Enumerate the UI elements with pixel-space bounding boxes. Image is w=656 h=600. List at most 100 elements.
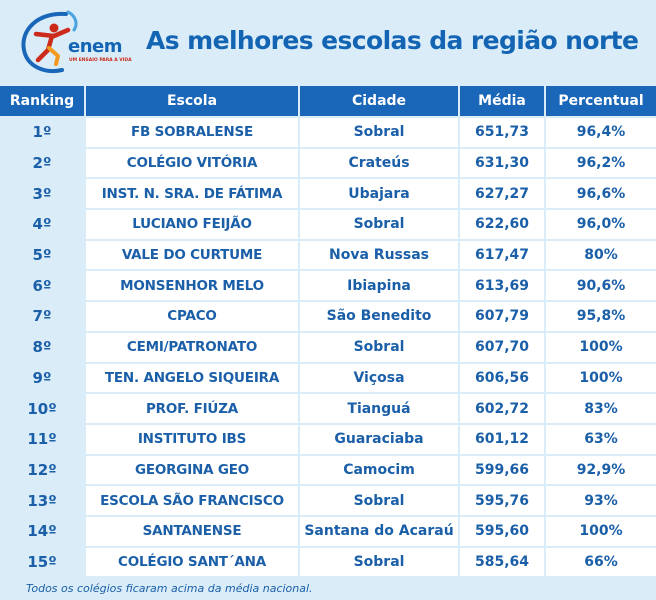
percent-cell: 95,8% [546, 300, 656, 331]
school-cell: MONSENHOR MELO [86, 269, 300, 301]
city-cell: Sobral [300, 484, 460, 515]
rank-cell: 10º [0, 392, 86, 423]
rank-cell: 9º [0, 361, 86, 393]
school-cell: SANTANENSE [86, 514, 300, 546]
table-row: 11º INSTITUTO IBS Guaraciaba 601,12 63% [0, 422, 656, 454]
rank-cell: 15º [0, 545, 86, 577]
average-cell: 607,79 [460, 300, 546, 331]
school-cell: VALE DO CURTUME [86, 238, 300, 270]
table-row: 1º FB SOBRALENSE Sobral 651,73 96,4% [0, 116, 656, 147]
average-cell: 607,70 [460, 330, 546, 362]
city-cell: Sobral [300, 545, 460, 577]
logo-tagline: UM ENSAIO PARA A VIDA [69, 58, 132, 63]
average-cell: 595,60 [460, 514, 546, 546]
city-cell: Sobral [300, 116, 460, 147]
column-header-ranking: Ranking [0, 86, 86, 116]
city-cell: Crateús [300, 146, 460, 178]
percent-cell: 92,9% [546, 453, 656, 485]
percent-cell: 100% [546, 514, 656, 546]
percent-cell: 90,6% [546, 269, 656, 301]
rank-cell: 7º [0, 300, 86, 331]
enem-logo: enem UM ENSAIO PARA A VIDA [18, 10, 132, 78]
table-row: 4º LUCIANO FEIJÃO Sobral 622,60 96,0% [0, 208, 656, 239]
school-cell: TEN. ANGELO SIQUEIRA [86, 361, 300, 393]
average-cell: 627,27 [460, 177, 546, 209]
table-row: 7º CPACO São Benedito 607,79 95,8% [0, 300, 656, 331]
table-row: 15º COLÉGIO SANT´ANA Sobral 585,64 66% [0, 545, 656, 577]
school-cell: CEMI/PATRONATO [86, 330, 300, 362]
rank-cell: 2º [0, 146, 86, 178]
table-row: 13º ESCOLA SÃO FRANCISCO Sobral 595,76 93% [0, 484, 656, 515]
average-cell: 601,12 [460, 422, 546, 454]
column-header-escola: Escola [86, 86, 300, 116]
rank-cell: 4º [0, 208, 86, 239]
rank-cell: 5º [0, 238, 86, 270]
average-cell: 595,76 [460, 484, 546, 515]
column-header-percentual: Percentual [546, 86, 656, 116]
percent-cell: 80% [546, 238, 656, 270]
percent-cell: 96,0% [546, 208, 656, 239]
percent-cell: 96,6% [546, 177, 656, 209]
rank-cell: 14º [0, 514, 86, 546]
column-header-media: Média [460, 86, 546, 116]
table-row: 5º VALE DO CURTUME Nova Russas 617,47 80% [0, 238, 656, 270]
rank-cell: 12º [0, 453, 86, 485]
percent-cell: 66% [546, 545, 656, 577]
table-row: 12º GEORGINA GEO Camocim 599,66 92,9% [0, 453, 656, 485]
rank-cell: 13º [0, 484, 86, 515]
table-row: 6º MONSENHOR MELO Ibiapina 613,69 90,6% [0, 269, 656, 301]
percent-cell: 96,4% [546, 116, 656, 147]
city-cell: Sobral [300, 208, 460, 239]
school-cell: FB SOBRALENSE [86, 116, 300, 147]
table-row: 2º COLÉGIO VITÓRIA Crateús 631,30 96,2% [0, 146, 656, 178]
school-cell: COLÉGIO SANT´ANA [86, 545, 300, 577]
city-cell: São Benedito [300, 300, 460, 331]
ranking-table: Ranking Escola Cidade Média Percentual 1… [0, 86, 656, 577]
percent-cell: 63% [546, 422, 656, 454]
percent-cell: 83% [546, 392, 656, 423]
school-cell: GEORGINA GEO [86, 453, 300, 485]
table-header-row: Ranking Escola Cidade Média Percentual [0, 86, 656, 116]
school-cell: INST. N. SRA. DE FÁTIMA [86, 177, 300, 209]
school-cell: COLÉGIO VITÓRIA [86, 146, 300, 178]
logo-name: enem [68, 36, 123, 57]
city-cell: Camocim [300, 453, 460, 485]
column-header-cidade: Cidade [300, 86, 460, 116]
city-cell: Viçosa [300, 361, 460, 393]
city-cell: Guaraciaba [300, 422, 460, 454]
rank-cell: 3º [0, 177, 86, 209]
average-cell: 613,69 [460, 269, 546, 301]
city-cell: Ibiapina [300, 269, 460, 301]
rank-cell: 11º [0, 422, 86, 454]
average-cell: 585,64 [460, 545, 546, 577]
average-cell: 599,66 [460, 453, 546, 485]
city-cell: Tianguá [300, 392, 460, 423]
city-cell: Nova Russas [300, 238, 460, 270]
school-cell: ESCOLA SÃO FRANCISCO [86, 484, 300, 515]
percent-cell: 100% [546, 330, 656, 362]
city-cell: Santana do Acaraú [300, 514, 460, 546]
table-row: 8º CEMI/PATRONATO Sobral 607,70 100% [0, 330, 656, 362]
city-cell: Sobral [300, 330, 460, 362]
table-row: 9º TEN. ANGELO SIQUEIRA Viçosa 606,56 100% [0, 361, 656, 393]
average-cell: 622,60 [460, 208, 546, 239]
average-cell: 651,73 [460, 116, 546, 147]
table-row: 10º PROF. FIÚZA Tianguá 602,72 83% [0, 392, 656, 423]
percent-cell: 93% [546, 484, 656, 515]
percent-cell: 96,2% [546, 146, 656, 178]
enem-swoosh-figure-logo-icon [21, 10, 78, 73]
rank-cell: 1º [0, 116, 86, 147]
school-cell: LUCIANO FEIJÃO [86, 208, 300, 239]
average-cell: 602,72 [460, 392, 546, 423]
school-cell: CPACO [86, 300, 300, 331]
table-row: 14º SANTANENSE Santana do Acaraú 595,60 100% [0, 514, 656, 546]
rank-cell: 6º [0, 269, 86, 301]
average-cell: 606,56 [460, 361, 546, 393]
footnote: Todos os colégios ficaram acima da média… [26, 582, 313, 595]
city-cell: Ubajara [300, 177, 460, 209]
rank-cell: 8º [0, 330, 86, 362]
school-cell: INSTITUTO IBS [86, 422, 300, 454]
average-cell: 617,47 [460, 238, 546, 270]
school-cell: PROF. FIÚZA [86, 392, 300, 423]
page-title: As melhores escolas da região norte [146, 26, 639, 55]
